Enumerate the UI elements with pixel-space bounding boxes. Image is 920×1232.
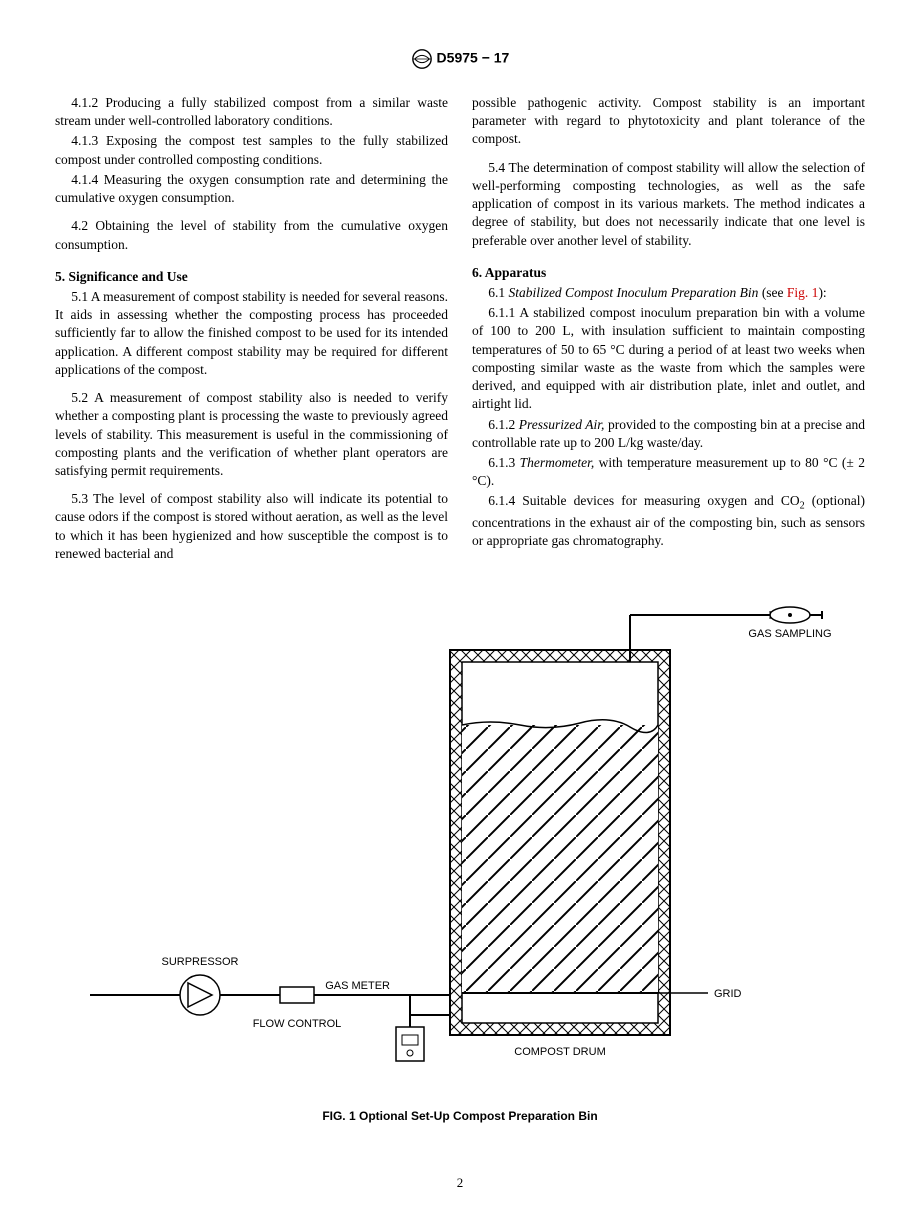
page-number: 2 [55, 1174, 865, 1192]
label-compost-drum: COMPOST DRUM [514, 1046, 605, 1058]
para-6-1-3-title: Thermometer, [520, 455, 595, 470]
label-grid: GRID [714, 988, 742, 1000]
para-4-1-4: 4.1.4 Measuring the oxygen consumption r… [55, 171, 448, 207]
para-5-3: 5.3 The level of compost stability also … [55, 490, 448, 563]
figure-1-caption: FIG. 1 Optional Set-Up Compost Preparati… [55, 1108, 865, 1124]
para-6-1: 6.1 Stabilized Compost Inoculum Preparat… [472, 284, 865, 302]
label-flow-control: FLOW CONTROL [253, 1018, 342, 1030]
astm-logo-icon [411, 48, 433, 70]
para-4-1-3: 4.1.3 Exposing the compost test samples … [55, 132, 448, 168]
designation-text: D5975 − 17 [437, 50, 510, 66]
para-6-1-title: Stabilized Compost Inoculum Preparation … [508, 285, 758, 300]
para-4-2: 4.2 Obtaining the level of stability fro… [55, 217, 448, 253]
para-6-1-see: (see [758, 285, 786, 300]
right-column: possible pathogenic activity. Compost st… [472, 94, 865, 565]
para-6-1-4: 6.1.4 Suitable devices for measuring oxy… [472, 492, 865, 550]
para-6-1-3-num: 6.1.3 [488, 455, 519, 470]
label-surpressor: SURPRESSOR [161, 956, 238, 968]
para-6-1-2-num: 6.1.2 [488, 417, 519, 432]
para-6-1-2: 6.1.2 Pressurized Air, provided to the c… [472, 416, 865, 452]
figure-1: GRID COMPOST DRUM GAS SAMPLING GAS METER… [55, 595, 865, 1124]
fig-1-link[interactable]: Fig. 1 [787, 285, 819, 300]
page-header: D5975 − 17 [55, 48, 865, 70]
para-5-1: 5.1 A measurement of compost stability i… [55, 288, 448, 379]
left-column: 4.1.2 Producing a fully stabilized compo… [55, 94, 448, 565]
para-6-1-num: 6.1 [488, 285, 508, 300]
para-4-1-2: 4.1.2 Producing a fully stabilized compo… [55, 94, 448, 130]
para-6-1-colon: ): [818, 285, 826, 300]
two-column-layout: 4.1.2 Producing a fully stabilized compo… [55, 94, 865, 565]
para-5-3-cont: possible pathogenic activity. Compost st… [472, 94, 865, 149]
para-6-1-3: 6.1.3 Thermometer, with temperature meas… [472, 454, 865, 490]
para-6-1-1: 6.1.1 A stabilized compost inoculum prep… [472, 304, 865, 413]
figure-1-svg: GRID COMPOST DRUM GAS SAMPLING GAS METER… [70, 595, 850, 1095]
section-6-heading: 6. Apparatus [472, 264, 865, 282]
para-5-2: 5.2 A measurement of compost stability a… [55, 389, 448, 480]
para-6-1-2-title: Pressurized Air, [519, 417, 605, 432]
para-6-1-4-a: 6.1.4 Suitable devices for measuring oxy… [488, 493, 799, 508]
label-gas-sampling: GAS SAMPLING [748, 628, 831, 640]
label-gas-meter: GAS METER [325, 980, 390, 992]
para-5-4: 5.4 The determination of compost stabili… [472, 159, 865, 250]
section-5-heading: 5. Significance and Use [55, 268, 448, 286]
